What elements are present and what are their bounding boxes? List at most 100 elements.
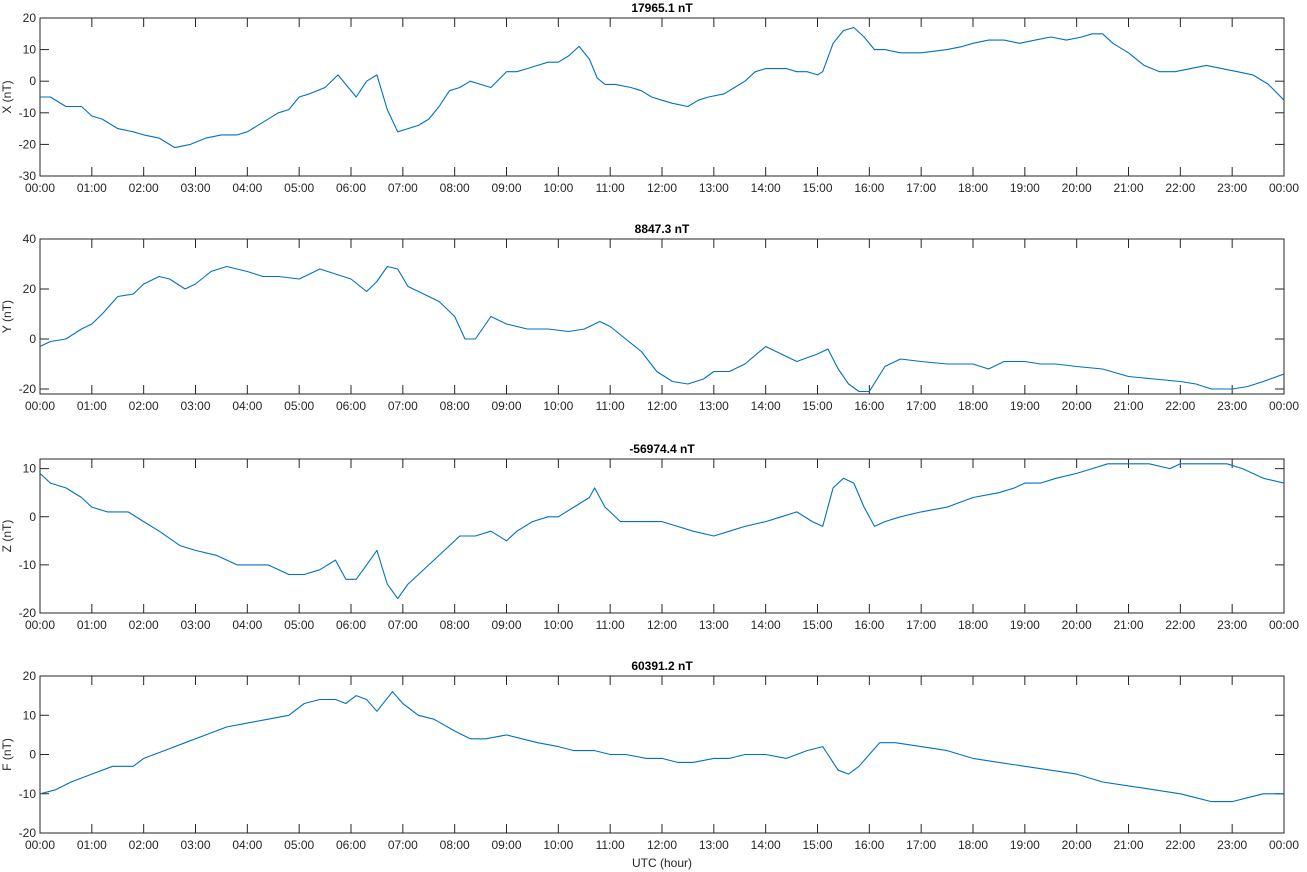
panel-x: 00:00 01:00 02:00 03:00 04:00 05:00 06:00 07:00…: [0, 1, 1299, 195]
y-tick-label: 0: [29, 748, 36, 762]
axes-box: [39, 675, 1285, 834]
x-tick-label: 00:00: [25, 838, 55, 852]
panel-title: 60391.2 nT: [631, 659, 693, 673]
x-tick-label: 15:00: [802, 399, 832, 413]
x-tick-label: 11:00: [596, 399, 625, 413]
x-tick-label: 22:00: [1165, 399, 1195, 413]
x-tick-label: 23:00: [1217, 838, 1247, 852]
x-tick-label: 01:00: [77, 838, 107, 852]
x-tick-label: 21:00: [1113, 181, 1143, 195]
x-tick-label: 10:00: [543, 181, 573, 195]
x-tick-label: 18:00: [958, 618, 988, 632]
x-tick-label: 20:00: [1062, 399, 1092, 413]
x-tick-label: 03:00: [180, 838, 210, 852]
y-tick-label: 10: [23, 462, 37, 476]
x-tick-label: 05:00: [284, 399, 314, 413]
x-tick-label: 00:00: [25, 618, 55, 632]
y-tick-label: -20: [19, 137, 37, 151]
x-tick-label: 23:00: [1217, 618, 1247, 632]
x-tick-label: 21:00: [1113, 399, 1143, 413]
y-axis-label: X (nT): [0, 80, 14, 113]
x-tick-label: 11:00: [596, 618, 625, 632]
x-tick-label: 02:00: [129, 838, 159, 852]
x-tick-label: 04:00: [232, 618, 262, 632]
x-tick-label: 01:00: [77, 399, 107, 413]
x-tick-label: 07:00: [388, 181, 418, 195]
y-tick-label: -20: [19, 382, 37, 396]
x-tick-label: 19:00: [1010, 399, 1040, 413]
x-tick-label: 15:00: [802, 181, 832, 195]
x-tick-label: 18:00: [958, 838, 988, 852]
y-tick-label: 0: [29, 74, 36, 88]
x-tick-label: 11:00: [596, 181, 625, 195]
x-tick-label: 19:00: [1010, 181, 1040, 195]
x-tick-label: 21:00: [1113, 618, 1143, 632]
y-axis-label: Y (nT): [0, 300, 14, 333]
x-tick-label: 03:00: [180, 399, 210, 413]
x-tick-label: 02:00: [129, 618, 159, 632]
y-axis-label: F (nT): [0, 738, 14, 771]
x-tick-label: 14:00: [751, 618, 781, 632]
x-tick-label: 06:00: [336, 181, 366, 195]
x-tick-label: 13:00: [699, 399, 729, 413]
x-tick-label: 05:00: [284, 618, 314, 632]
x-tick-label: 12:00: [647, 838, 677, 852]
x-tick-label: 03:00: [180, 618, 210, 632]
x-tick-label: 15:00: [802, 618, 832, 632]
panel-y: 00:00 01:00 02:00 03:00 04:00 05:00 06:00 07:00…: [0, 222, 1299, 413]
series-line: [40, 463, 1284, 600]
x-tick-label: 22:00: [1165, 618, 1195, 632]
panel-title: -56974.4 nT: [629, 442, 695, 456]
y-tick-label: -20: [19, 606, 37, 620]
x-tick-label: 00:00: [1269, 181, 1299, 195]
x-tick-label: 06:00: [336, 399, 366, 413]
x-tick-label: 00:00: [25, 181, 55, 195]
x-tick-label: 07:00: [388, 399, 418, 413]
x-tick-label: 07:00: [388, 838, 418, 852]
x-tick-label: 12:00: [647, 399, 677, 413]
x-tick-label: 06:00: [336, 618, 366, 632]
y-tick-label: 0: [29, 332, 36, 346]
x-tick-label: 05:00: [284, 181, 314, 195]
x-tick-label: 00:00: [1269, 399, 1299, 413]
x-tick-label: 17:00: [906, 838, 936, 852]
x-tick-label: 16:00: [854, 399, 884, 413]
x-tick-label: 11:00: [596, 838, 625, 852]
x-tick-label: 16:00: [854, 181, 884, 195]
series-line: [40, 26, 1284, 149]
y-tick-label: -30: [19, 169, 37, 183]
x-tick-label: 13:00: [699, 838, 729, 852]
x-tick-label: 08:00: [440, 618, 470, 632]
x-tick-label: 10:00: [543, 399, 573, 413]
x-tick-label: 14:00: [751, 399, 781, 413]
panel-f: 00:00 01:00 02:00 03:00 04:00 05:00 06:00 07:00…: [0, 659, 1299, 870]
x-tick-label: 16:00: [854, 838, 884, 852]
x-tick-label: 01:00: [77, 618, 107, 632]
x-tick-label: 22:00: [1165, 181, 1195, 195]
x-tick-label: 10:00: [543, 838, 573, 852]
x-tick-label: 20:00: [1062, 181, 1092, 195]
x-tick-label: 02:00: [129, 399, 159, 413]
x-tick-label: 00:00: [1269, 618, 1299, 632]
axes-box: [39, 17, 1285, 177]
x-tick-label: 13:00: [699, 181, 729, 195]
x-tick-label: 10:00: [543, 618, 573, 632]
x-tick-label: 17:00: [906, 181, 936, 195]
x-tick-label: 20:00: [1062, 838, 1092, 852]
panel-z: 00:00 01:00 02:00 03:00 04:00 05:00 06:00 07:00…: [0, 442, 1299, 632]
x-tick-label: 14:00: [751, 838, 781, 852]
x-tick-label: 00:00: [25, 399, 55, 413]
x-tick-label: 05:00: [284, 838, 314, 852]
y-tick-label: 10: [23, 43, 37, 57]
x-tick-label: 04:00: [232, 399, 262, 413]
x-tick-label: 09:00: [491, 618, 521, 632]
x-tick-label: 17:00: [906, 399, 936, 413]
y-tick-label: 20: [23, 669, 37, 683]
x-tick-label: 09:00: [491, 181, 521, 195]
x-tick-label: 06:00: [336, 838, 366, 852]
y-axis-label: Z (nT): [0, 520, 14, 553]
y-tick-label: 40: [23, 232, 37, 246]
series-line: [40, 691, 1284, 803]
x-tick-label: 19:00: [1010, 618, 1040, 632]
